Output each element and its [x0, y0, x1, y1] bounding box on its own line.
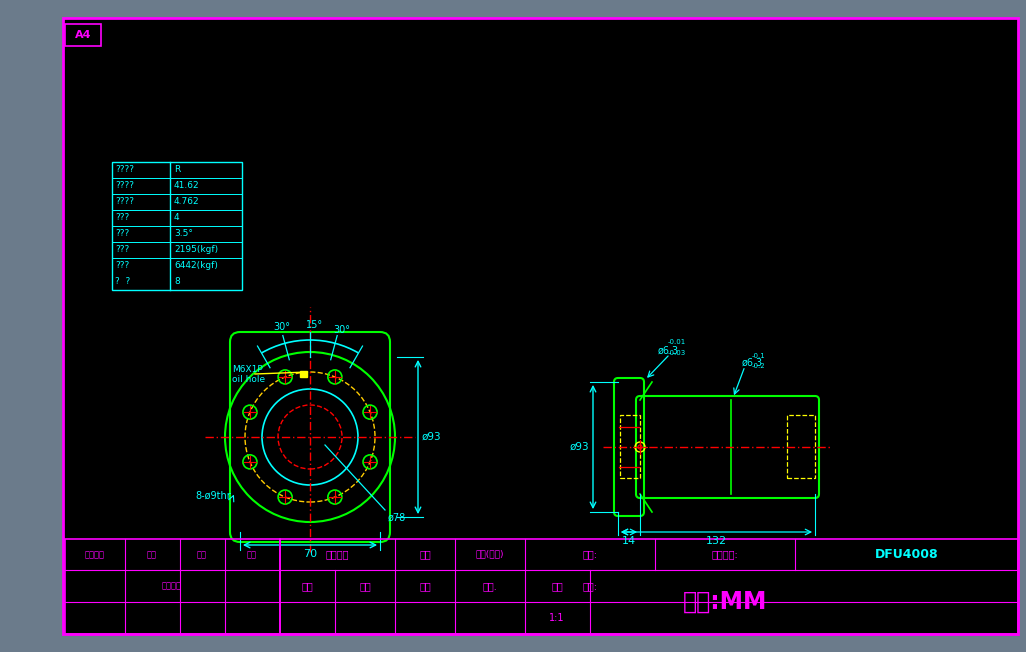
Text: -0.01: -0.01	[668, 339, 686, 345]
Text: ø78: ø78	[388, 513, 406, 523]
Text: ???: ???	[115, 261, 129, 269]
Text: ????: ????	[115, 181, 134, 190]
Text: 30°: 30°	[333, 325, 351, 335]
Text: 2195(kgf): 2195(kgf)	[174, 244, 219, 254]
Bar	[280, 539, 1018, 634]
Text: DFU4008: DFU4008	[875, 548, 939, 561]
Text: -0.03: -0.03	[668, 350, 686, 356]
Bar	[300, 371, 307, 378]
Text: 设计: 设计	[359, 581, 370, 591]
Text: 日期: 日期	[197, 550, 207, 559]
Text: 绘图: 绘图	[301, 581, 313, 591]
Bar	[787, 415, 815, 478]
Text: ???: ???	[115, 244, 129, 254]
Bar	[65, 539, 280, 634]
Text: R: R	[174, 164, 181, 173]
Text: 视角.: 视角.	[482, 581, 498, 591]
Text: 30°: 30°	[274, 322, 290, 332]
Text: 14: 14	[622, 536, 636, 546]
Text: ø6.3: ø6.3	[658, 346, 679, 356]
Text: 4: 4	[174, 213, 180, 222]
Text: -0.2: -0.2	[751, 363, 765, 369]
Text: 处数: 处数	[147, 550, 157, 559]
Text: 材料:: 材料:	[583, 581, 597, 591]
Text: 型号:: 型号:	[583, 549, 597, 559]
Text: 8-ø9thr: 8-ø9thr	[195, 491, 231, 501]
Text: 70: 70	[303, 549, 317, 559]
Text: 单位:MM: 单位:MM	[683, 590, 767, 614]
Text: 6442(kgf): 6442(kgf)	[174, 261, 218, 269]
Text: 1:1: 1:1	[549, 613, 564, 623]
Text: 数量(单台): 数量(单台)	[476, 550, 504, 559]
Text: ???: ???	[115, 213, 129, 222]
Text: ????: ????	[115, 196, 134, 205]
Text: ???: ???	[115, 228, 129, 237]
Bar	[112, 162, 242, 290]
Text: ?  ?: ? ?	[115, 276, 130, 286]
Bar	[620, 415, 640, 478]
Text: 审核: 审核	[420, 581, 431, 591]
Text: M6X1P: M6X1P	[232, 364, 263, 374]
Text: ????: ????	[115, 164, 134, 173]
Text: ø93: ø93	[422, 432, 441, 442]
Text: 比例: 比例	[551, 581, 563, 591]
Text: 客户名称: 客户名称	[325, 549, 349, 559]
Text: 3.5°: 3.5°	[174, 228, 193, 237]
Text: ø6.3: ø6.3	[742, 358, 762, 368]
Text: A4: A4	[75, 30, 91, 40]
Text: 132: 132	[706, 536, 726, 546]
Text: oil hole: oil hole	[232, 374, 265, 383]
Text: 签名: 签名	[247, 550, 256, 559]
Text: ø93: ø93	[569, 442, 589, 452]
Text: 更改标记: 更改标记	[85, 550, 105, 559]
Text: 15°: 15°	[307, 320, 323, 330]
Text: -0.1: -0.1	[751, 353, 765, 359]
Text: 8: 8	[174, 276, 180, 286]
Text: 日期: 日期	[420, 549, 431, 559]
Bar	[65, 24, 101, 46]
Text: 4.762: 4.762	[174, 196, 200, 205]
Text: 参考图号:: 参考图号:	[712, 549, 739, 559]
Text: 客户确认: 客户确认	[162, 582, 182, 591]
Text: 41.62: 41.62	[174, 181, 200, 190]
